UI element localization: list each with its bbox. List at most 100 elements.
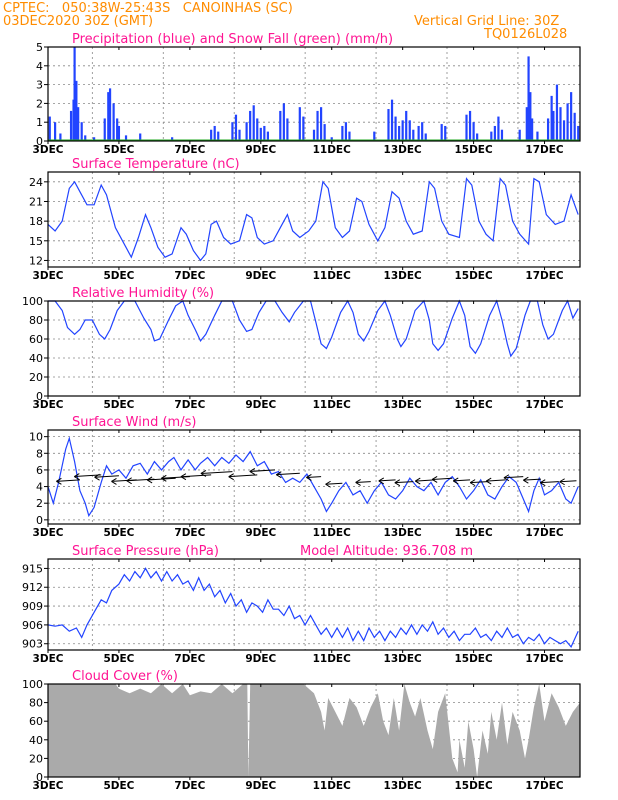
y-tick-label: 912 <box>22 581 43 594</box>
y-tick-label: 24 <box>29 176 43 189</box>
y-tick-label: 60 <box>29 715 43 728</box>
precip-bar <box>48 116 51 141</box>
panel-1 <box>44 46 581 144</box>
precip-bar <box>107 92 110 141</box>
precip-bar <box>531 118 534 141</box>
precip-bar <box>252 105 255 141</box>
x-tick-label: 5DEC <box>103 780 134 792</box>
wind-arrowhead <box>431 476 438 483</box>
x-tick-label: 3DEC <box>33 780 64 792</box>
wind-arrowhead <box>559 478 565 486</box>
panel-frame <box>47 429 581 525</box>
wind-arrowhead <box>539 479 546 487</box>
y-tick-label: 3 <box>36 79 43 92</box>
x-tick-label: 9DEC <box>245 653 276 665</box>
x-tick-label: 17DEC <box>525 270 564 282</box>
precip-bar <box>341 125 344 141</box>
wind-arrowhead <box>394 479 401 487</box>
y-tick-label: 903 <box>22 638 43 651</box>
panel-frame <box>47 558 581 651</box>
x-tick-label: 13DEC <box>384 780 423 792</box>
y-tick-label: 0 <box>36 771 43 784</box>
precip-bar <box>108 88 112 141</box>
x-tick-label: 5DEC <box>103 144 134 156</box>
y-tick-label: 18 <box>29 215 43 228</box>
panel-4 <box>44 429 581 527</box>
wind-arrowhead <box>452 477 459 485</box>
x-tick-label: 13DEC <box>384 144 423 156</box>
wind-vector <box>394 481 414 484</box>
x-tick-label: 9DEC <box>245 399 276 411</box>
precip-bar <box>210 129 213 141</box>
precip-bar <box>330 137 333 141</box>
precip-bar <box>171 137 174 141</box>
wind-vector <box>94 475 119 478</box>
precip-bar <box>217 131 220 141</box>
panel-title: Surface Pressure (hPa) <box>72 544 219 559</box>
precip-bar <box>405 110 408 141</box>
precip-bar <box>344 122 348 141</box>
wind-arrowhead <box>485 477 492 485</box>
precip-bar <box>213 125 216 141</box>
precip-bar <box>59 133 62 141</box>
panel-5 <box>44 558 581 653</box>
wind-arrowhead <box>306 474 312 481</box>
panel-frame <box>47 46 581 142</box>
x-tick-label: 15DEC <box>454 270 493 282</box>
wind-vector <box>228 474 258 478</box>
precip-bar <box>249 110 252 141</box>
wind-vector <box>540 481 559 484</box>
precip-bar <box>116 118 119 141</box>
precip-bar <box>238 129 241 141</box>
x-tick-label: 5DEC <box>103 270 134 282</box>
y-tick-label: 906 <box>22 619 43 632</box>
precip-bar <box>555 84 559 141</box>
x-tick-label: 3DEC <box>33 144 64 156</box>
wind-arrowhead <box>503 474 510 482</box>
x-tick-label: 15DEC <box>454 399 493 411</box>
wind-vector <box>56 479 80 482</box>
precip-bar <box>234 114 238 141</box>
y-tick-label: 915 <box>22 562 43 575</box>
precip-bar <box>573 112 576 141</box>
x-tick-label: 3DEC <box>33 527 64 539</box>
precip-bar <box>245 122 248 141</box>
wind-vector <box>378 479 396 482</box>
precip-bar <box>117 125 121 141</box>
cloud-cover-area <box>48 684 580 777</box>
precip-bar <box>401 120 404 141</box>
wind-vector <box>432 477 453 480</box>
precip-bar <box>84 135 87 141</box>
x-tick-label: 11DEC <box>313 144 352 156</box>
precip-bar <box>279 110 282 141</box>
wind-arrowhead <box>415 477 421 485</box>
precip-bar <box>73 47 76 141</box>
panel-2 <box>44 171 581 270</box>
x-tick-label: 7DEC <box>174 653 205 665</box>
x-tick-label: 15DEC <box>454 653 493 665</box>
y-tick-label: 15 <box>29 235 43 248</box>
precip-bar <box>536 131 539 141</box>
precip-bar <box>408 120 411 141</box>
precip-bar <box>75 80 78 141</box>
x-tick-label: 5DEC <box>103 653 134 665</box>
wind-arrowhead <box>126 477 132 485</box>
precip-bar <box>266 131 269 141</box>
precip-bar <box>259 127 262 141</box>
y-tick-label: 5 <box>36 41 43 54</box>
precip-bar <box>256 118 259 141</box>
x-tick-label: 3DEC <box>33 399 64 411</box>
wind-arrowhead <box>111 477 117 485</box>
y-tick-label: 20 <box>29 371 43 384</box>
y-tick-label: 21 <box>29 195 43 208</box>
precip-bar <box>53 122 57 141</box>
wind-vector <box>503 476 524 479</box>
wind-arrowhead <box>146 476 153 484</box>
precip-bar <box>394 116 397 141</box>
precip-bar <box>323 124 326 141</box>
precip-bar <box>302 116 305 141</box>
y-tick-label: 80 <box>29 697 43 710</box>
x-tick-label: 9DEC <box>245 780 276 792</box>
precip-bar <box>417 125 420 141</box>
precip-bar <box>550 95 553 141</box>
